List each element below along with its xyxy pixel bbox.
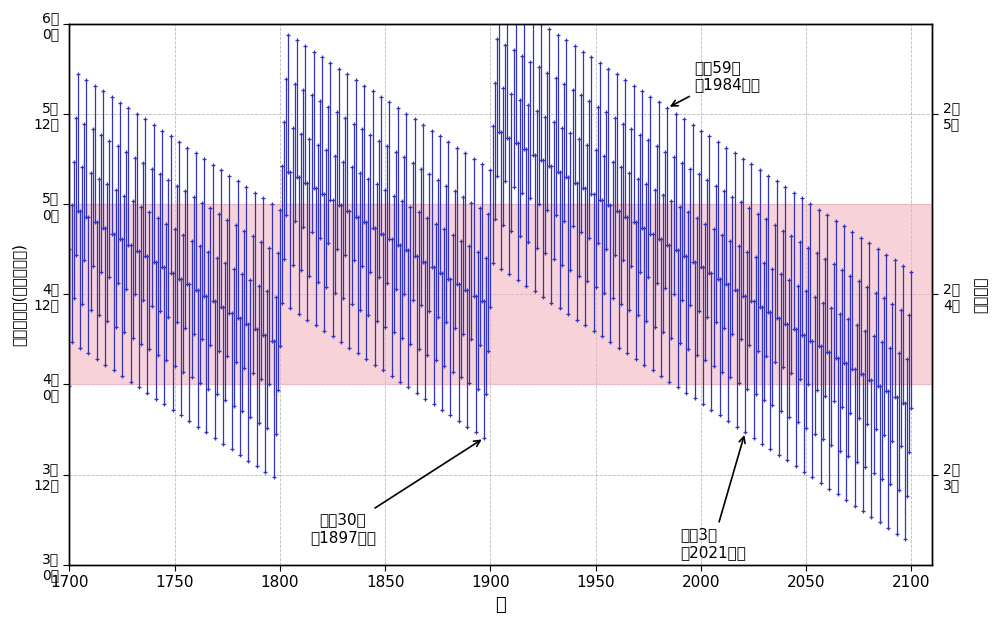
Text: 明治30年
（1897年）: 明治30年 （1897年） [310,441,480,545]
X-axis label: 年: 年 [496,596,506,614]
Bar [69,204,932,384]
Text: 昭和59年
（1984年）: 昭和59年 （1984年） [671,60,761,106]
Y-axis label: 立春の時刻(中央標準時): 立春の時刻(中央標準時) [11,242,26,346]
Text: 令和3年
（2021年）: 令和3年 （2021年） [680,437,746,560]
Y-axis label: 立春の日: 立春の日 [974,276,989,312]
